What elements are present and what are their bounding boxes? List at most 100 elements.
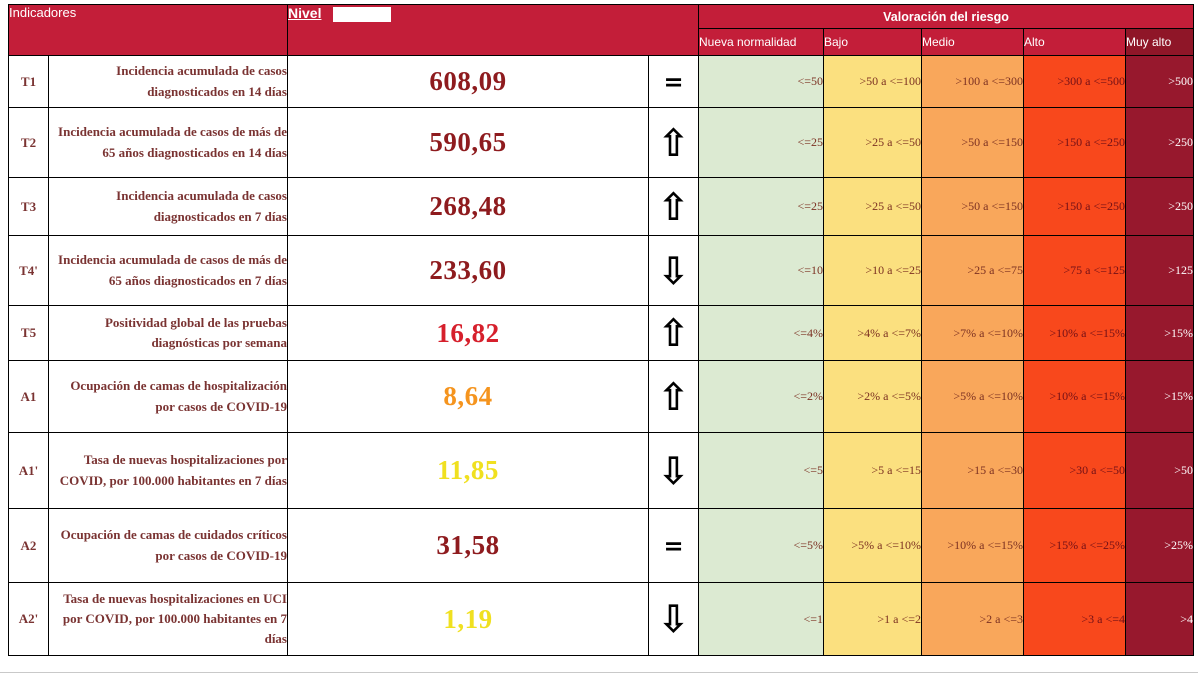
- risk-level-header-bajo: Bajo: [823, 28, 922, 56]
- risk-level-header-nueva-normalidad: Nueva normalidad: [698, 28, 824, 56]
- threshold-medio: >10% a <=15%: [921, 508, 1024, 583]
- table-row: A1 Ocupación de camas de hospitalización…: [8, 360, 1195, 433]
- threshold-medio: >7% a <=10%: [921, 305, 1024, 361]
- indicator-id: A2: [8, 508, 49, 583]
- redaction-box: [333, 6, 392, 22]
- trend-indicator: ⇩: [648, 235, 699, 306]
- threshold-muy-alto: >15%: [1124, 360, 1195, 433]
- indicator-description: Ocupación de camas de cuidados críticos …: [48, 508, 288, 583]
- risk-level-header-alto: Alto: [1023, 28, 1126, 56]
- indicator-id: T2: [8, 107, 49, 178]
- risk-level-header-muy-alto: Muy alto: [1124, 28, 1195, 56]
- threshold-bajo: >5 a <=15: [823, 432, 922, 509]
- threshold-alto: >3 a <=4: [1023, 582, 1126, 656]
- indicator-value: 233,60: [287, 235, 649, 306]
- threshold-nueva-normalidad: <=1: [698, 582, 824, 656]
- threshold-medio: >50 a <=150: [921, 177, 1024, 236]
- threshold-alto: >10% a <=15%: [1023, 360, 1126, 433]
- indicator-id: T1: [8, 55, 49, 108]
- indicator-value: 1,19: [287, 582, 649, 656]
- trend-indicator: ⇧: [648, 305, 699, 361]
- threshold-nueva-normalidad: <=5: [698, 432, 824, 509]
- threshold-bajo: >2% a <=5%: [823, 360, 922, 433]
- indicator-description: Incidencia acumulada de casos diagnostic…: [48, 55, 288, 108]
- threshold-medio: >5% a <=10%: [921, 360, 1024, 433]
- threshold-nueva-normalidad: <=25: [698, 177, 824, 236]
- risk-table: Indicadores Nivel Valoración del riesgo …: [8, 4, 1195, 656]
- indicator-description: Incidencia acumulada de casos de más de …: [48, 107, 288, 178]
- threshold-muy-alto: >250: [1124, 107, 1195, 178]
- threshold-muy-alto: >250: [1124, 177, 1195, 236]
- threshold-muy-alto: >15%: [1124, 305, 1195, 361]
- column-header-valoracion: Valoración del riesgo: [697, 4, 1195, 29]
- threshold-nueva-normalidad: <=4%: [698, 305, 824, 361]
- threshold-alto: >150 a <=250: [1023, 177, 1126, 236]
- threshold-alto: >75 a <=125: [1023, 235, 1126, 306]
- indicator-value: 11,85: [287, 432, 649, 509]
- trend-indicator: =: [648, 508, 699, 583]
- trend-indicator: ⇧: [648, 177, 699, 236]
- threshold-bajo: >10 a <=25: [823, 235, 922, 306]
- indicator-id: T3: [8, 177, 49, 236]
- indicator-id: A2': [8, 582, 49, 656]
- risk-level-header-medio: Medio: [921, 28, 1024, 56]
- threshold-alto: >300 a <=500: [1023, 55, 1126, 108]
- threshold-bajo: >25 a <=50: [823, 107, 922, 178]
- indicator-value: 608,09: [287, 55, 649, 108]
- indicator-description: Positividad global de las pruebas diagnó…: [48, 305, 288, 361]
- indicator-value: 268,48: [287, 177, 649, 236]
- threshold-medio: >15 a <=30: [921, 432, 1024, 509]
- threshold-medio: >50 a <=150: [921, 107, 1024, 178]
- trend-indicator: =: [648, 55, 699, 108]
- trend-indicator: ⇧: [648, 107, 699, 178]
- table-row: A2 Ocupación de camas de cuidados crític…: [8, 508, 1195, 583]
- threshold-muy-alto: >50: [1124, 432, 1195, 509]
- threshold-muy-alto: >125: [1124, 235, 1195, 306]
- indicator-value: 590,65: [287, 107, 649, 178]
- threshold-alto: >30 a <=50: [1023, 432, 1126, 509]
- threshold-bajo: >5% a <=10%: [823, 508, 922, 583]
- threshold-muy-alto: >500: [1124, 55, 1195, 108]
- table-row: A2' Tasa de nuevas hospitalizaciones en …: [8, 582, 1195, 656]
- table-row: T5 Positividad global de las pruebas dia…: [8, 305, 1195, 361]
- threshold-nueva-normalidad: <=25: [698, 107, 824, 178]
- threshold-alto: >150 a <=250: [1023, 107, 1126, 178]
- threshold-alto: >10% a <=15%: [1023, 305, 1126, 361]
- indicator-value: 16,82: [287, 305, 649, 361]
- bottom-divider: [0, 672, 1198, 673]
- threshold-nueva-normalidad: <=50: [698, 55, 824, 108]
- column-header-nivel: Nivel: [287, 4, 699, 56]
- indicator-description: Ocupación de camas de hospitalización po…: [48, 360, 288, 433]
- indicator-description: Incidencia acumulada de casos diagnostic…: [48, 177, 288, 236]
- nivel-label: Nivel: [288, 5, 322, 22]
- indicator-description: Tasa de nuevas hospitalizaciones en UCI …: [48, 582, 288, 656]
- threshold-bajo: >4% a <=7%: [823, 305, 922, 361]
- threshold-muy-alto: >25%: [1124, 508, 1195, 583]
- table-row: T2 Incidencia acumulada de casos de más …: [8, 107, 1195, 178]
- indicator-id: T4': [8, 235, 49, 306]
- indicator-id: A1: [8, 360, 49, 433]
- table-row: A1' Tasa de nuevas hospitalizaciones por…: [8, 432, 1195, 509]
- threshold-bajo: >25 a <=50: [823, 177, 922, 236]
- indicator-description: Incidencia acumulada de casos de más de …: [48, 235, 288, 306]
- column-header-indicadores: Indicadores: [8, 4, 288, 56]
- trend-indicator: ⇧: [648, 360, 699, 433]
- indicator-value: 8,64: [287, 360, 649, 433]
- trend-indicator: ⇩: [648, 432, 699, 509]
- threshold-alto: >15% a <=25%: [1023, 508, 1126, 583]
- trend-indicator: ⇩: [648, 582, 699, 656]
- threshold-nueva-normalidad: <=2%: [698, 360, 824, 433]
- threshold-medio: >100 a <=300: [921, 55, 1024, 108]
- indicadores-label: Indicadores: [9, 5, 77, 21]
- table-row: T4' Incidencia acumulada de casos de más…: [8, 235, 1195, 306]
- threshold-nueva-normalidad: <=10: [698, 235, 824, 306]
- indicator-value: 31,58: [287, 508, 649, 583]
- table-row: T1 Incidencia acumulada de casos diagnos…: [8, 55, 1195, 108]
- indicator-description: Tasa de nuevas hospitalizaciones por COV…: [48, 432, 288, 509]
- threshold-bajo: >1 a <=2: [823, 582, 922, 656]
- table-row: T3 Incidencia acumulada de casos diagnos…: [8, 177, 1195, 236]
- threshold-medio: >25 a <=75: [921, 235, 1024, 306]
- indicator-id: A1': [8, 432, 49, 509]
- indicator-id: T5: [8, 305, 49, 361]
